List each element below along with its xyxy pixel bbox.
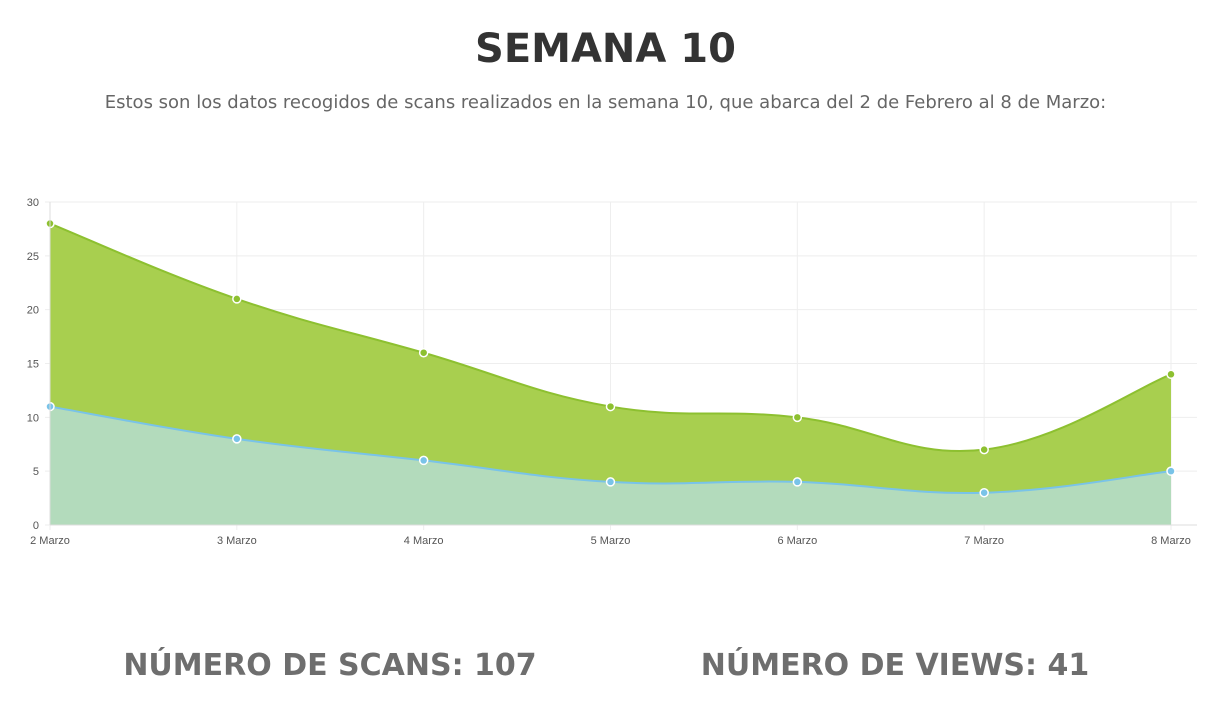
- x-tick-label: 3 Marzo: [217, 535, 257, 547]
- views-point: [979, 487, 989, 498]
- views-count-stat: NÚMERO DE VIEWS: 41: [700, 648, 1090, 683]
- scans-point: [1166, 369, 1176, 380]
- views-point: [1166, 466, 1176, 476]
- y-tick-label: 15: [27, 359, 39, 371]
- views-area: [50, 406, 1171, 525]
- views-point: [792, 477, 803, 487]
- y-tick-label: 20: [27, 305, 39, 317]
- x-tick-label: 6 Marzo: [777, 535, 817, 547]
- x-tick-label: 7 Marzo: [964, 535, 1004, 547]
- views-point: [605, 477, 616, 487]
- axis-layer: 0 5 10 15 20 25 30 2 Marzo 3 Marzo 4 Marzo 5 Marzo…: [27, 197, 1197, 547]
- x-tick-label: 4 Marzo: [404, 535, 444, 547]
- y-tick-label: 0: [33, 520, 39, 532]
- scans-count-stat: NÚMERO DE SCANS: 107: [123, 648, 537, 683]
- views-point: [232, 434, 242, 444]
- x-tick-label: 2 Marzo: [30, 535, 70, 547]
- page-subtitle: Estos son los datos recogidos de scans r…: [104, 92, 1107, 113]
- scans-point: [605, 401, 616, 412]
- page-title: SEMANA 10: [475, 26, 736, 72]
- scans-point: [232, 294, 242, 304]
- scans-point: [979, 444, 989, 455]
- area-chart: 0 5 10 15 20 25 30 2 Marzo 3 Marzo 4 Marzo 5 Marzo…: [27, 197, 1197, 547]
- y-tick-label: 25: [27, 251, 39, 263]
- x-tick-label: 8 Marzo: [1151, 535, 1191, 547]
- scans-point: [792, 412, 803, 423]
- y-tick-label: 5: [33, 466, 39, 478]
- scans-point: [418, 347, 429, 358]
- y-tick-label: 30: [27, 197, 39, 209]
- x-tick-label: 5 Marzo: [591, 535, 631, 547]
- y-tick-label: 10: [27, 412, 39, 424]
- views-point: [418, 455, 429, 466]
